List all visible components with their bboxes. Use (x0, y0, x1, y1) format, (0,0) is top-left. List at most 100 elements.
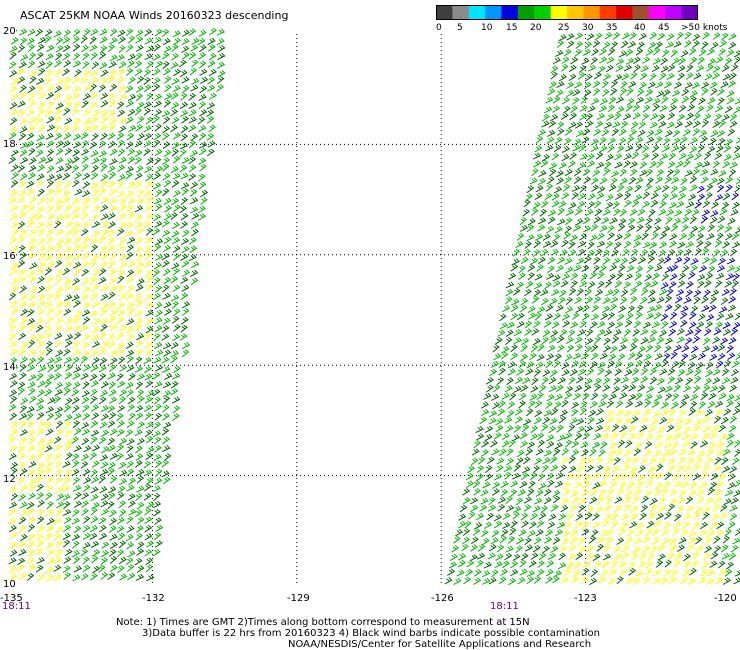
wind-barb (491, 569, 499, 578)
wind-barb (632, 328, 640, 337)
wind-barb (519, 304, 528, 313)
wind-barb (116, 525, 125, 533)
colorbar-swatch (599, 6, 617, 19)
wind-barb (584, 288, 593, 297)
wind-barb (512, 511, 520, 520)
wind-barb (550, 455, 558, 464)
wind-barb (534, 192, 543, 201)
wind-barb (89, 532, 98, 541)
wind-barb (72, 509, 80, 517)
wind-barb (181, 29, 190, 37)
wind-barb (108, 525, 117, 533)
wind-barb (134, 429, 143, 437)
wind-barb (37, 380, 46, 388)
wind-barb (619, 431, 627, 440)
wind-barb (152, 53, 161, 61)
wind-barb (704, 545, 713, 554)
wind-barb (536, 306, 546, 314)
wind-barb (116, 331, 125, 340)
wind-barb (606, 456, 615, 465)
wind-barb (116, 413, 124, 422)
wind-barb (44, 301, 53, 309)
wind-barb (668, 448, 677, 456)
wind-barb (81, 197, 91, 205)
wind-barb (126, 244, 135, 253)
lat-label: 12 (3, 474, 16, 485)
wind-barb (480, 529, 489, 538)
wind-barb (206, 102, 216, 110)
wind-barb (116, 244, 125, 252)
wind-barb (681, 265, 690, 273)
wind-barb (17, 540, 27, 548)
wind-barb (477, 456, 486, 465)
wind-barb (678, 272, 687, 281)
wind-barb (550, 248, 559, 256)
wind-barb (481, 408, 490, 417)
wind-barb (109, 284, 118, 293)
wind-barb (164, 308, 172, 316)
wind-barb (163, 349, 172, 357)
wind-barb (566, 344, 575, 353)
wind-barb (466, 560, 475, 568)
wind-barb (731, 201, 740, 210)
wind-barb (605, 64, 614, 73)
wind-barb (610, 170, 620, 178)
wind-barb (10, 492, 19, 501)
wind-barb (173, 68, 182, 77)
wind-barb (144, 332, 152, 341)
wind-barb (19, 428, 28, 437)
wind-barb (36, 461, 45, 470)
wind-barb (54, 412, 63, 421)
wind-barb (649, 121, 658, 129)
wind-barb (714, 456, 722, 465)
wind-barb (614, 496, 623, 504)
wind-barb (525, 448, 534, 456)
wind-barb (735, 176, 740, 185)
wind-barb (618, 128, 627, 137)
wind-barb (677, 496, 686, 505)
wind-barb (137, 395, 145, 404)
wind-barb (537, 473, 546, 482)
wind-barb (688, 530, 697, 538)
wind-barb (628, 176, 637, 185)
wind-barb (629, 343, 638, 352)
wind-barb (28, 92, 36, 101)
wind-barb (728, 424, 737, 433)
colorbar-frame (436, 5, 698, 20)
wind-barb (568, 376, 576, 385)
wind-barb (134, 180, 143, 189)
wind-barb (629, 161, 638, 169)
wind-barb (109, 349, 118, 358)
wind-barb (599, 56, 608, 64)
wind-barb (163, 179, 172, 188)
wind-barb (593, 200, 602, 209)
wind-barb (490, 360, 500, 368)
wind-barb (144, 293, 153, 302)
wind-barb (620, 521, 629, 529)
wind-barb (570, 408, 579, 417)
wind-barb (625, 312, 634, 321)
wind-barb (591, 529, 599, 538)
wind-barb (527, 272, 535, 281)
wind-barb (710, 209, 719, 218)
wind-barb (668, 104, 677, 113)
wind-barb (730, 63, 739, 72)
colorbar-swatch (550, 6, 568, 19)
wind-barb (710, 130, 719, 138)
wind-barb (689, 432, 699, 440)
wind-barb (37, 60, 46, 68)
wind-barb (495, 553, 504, 561)
wind-barb (729, 161, 738, 169)
wind-barb (584, 73, 593, 82)
wind-barb (609, 303, 618, 312)
wind-barb (601, 216, 610, 224)
wind-barb (543, 488, 552, 497)
wind-barb (724, 138, 733, 146)
wind-barb (725, 273, 735, 281)
wind-barb (646, 177, 654, 186)
wind-barb (571, 440, 580, 449)
wind-barb (716, 313, 725, 321)
wind-barb (618, 218, 627, 226)
wind-barb (486, 456, 495, 465)
wind-barb (47, 364, 55, 373)
